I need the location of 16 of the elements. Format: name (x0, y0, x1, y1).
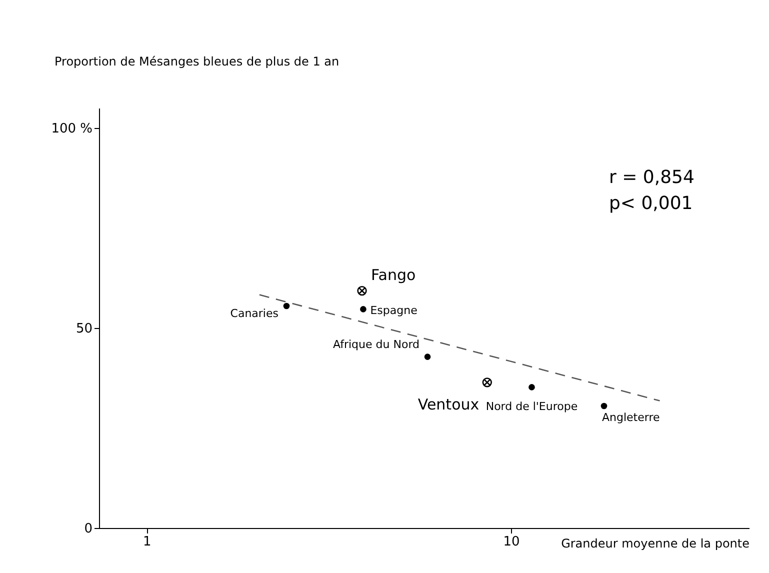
y-tick-label: 100 % (51, 122, 92, 136)
annotation: Espagne (370, 304, 418, 318)
annotation: Canaries (230, 307, 279, 320)
annotation: r = 0,854 (609, 167, 694, 188)
x-tick-label: 1 (143, 534, 152, 550)
annotation: p< 0,001 (609, 193, 693, 214)
annotation: Afrique du Nord (332, 338, 420, 351)
annotation: Fango (371, 266, 416, 284)
x-axis-title: Grandeur moyenne de la ponte (561, 536, 750, 550)
y-axis-title: Proportion de Mésanges bleues de plus de 1 an (54, 54, 340, 68)
annotation: Nord de l'Europe (486, 400, 578, 414)
y-tick-label: 0 (84, 522, 92, 536)
annotation: Angleterre (602, 411, 660, 424)
annotation: Ventoux (418, 395, 480, 414)
x-tick-label: 10 (503, 534, 520, 550)
y-tick-label: 50 (76, 322, 92, 336)
